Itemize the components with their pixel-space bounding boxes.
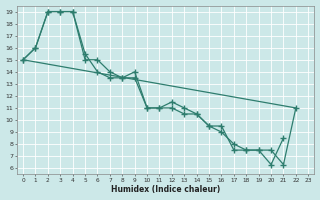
X-axis label: Humidex (Indice chaleur): Humidex (Indice chaleur) xyxy=(111,185,220,194)
